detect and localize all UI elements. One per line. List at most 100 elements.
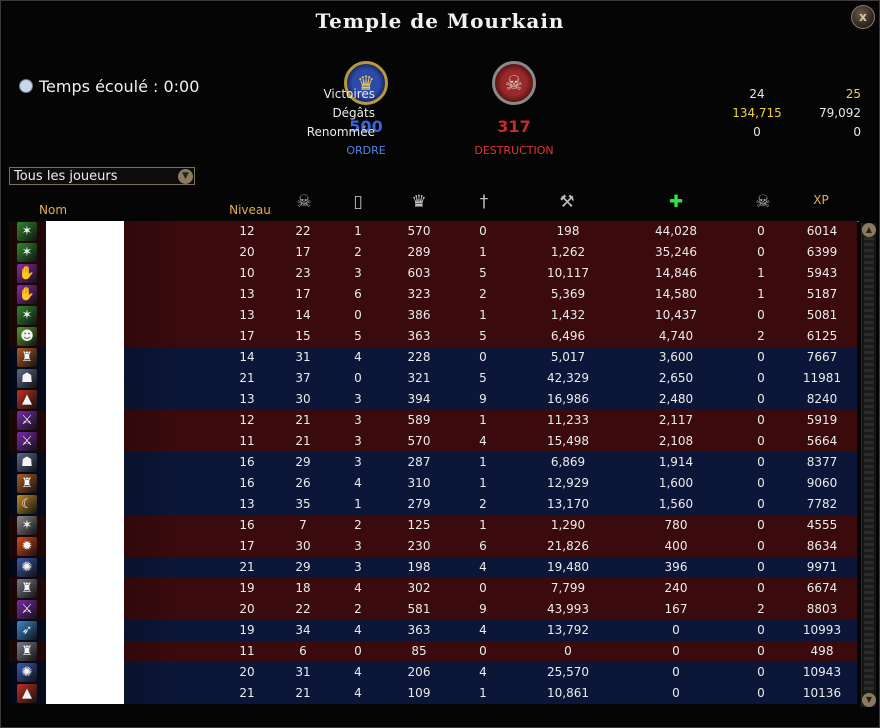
cell-damage: 16,986 (547, 392, 589, 406)
cell-xp: 11981 (802, 371, 842, 385)
hooded-mage-career-icon: ☗ (17, 453, 37, 472)
cell-level: 12 (239, 224, 255, 238)
cell-deaths: 4 (354, 350, 362, 364)
column-xp-header[interactable]: XP (813, 193, 829, 207)
table-row[interactable]: ♜ 11 6 0 85 0 0 0 0 498 (9, 641, 857, 662)
table-row[interactable]: ☗ 16 29 3 287 1 6,869 1,914 0 8377 (9, 452, 857, 473)
cell-kills: 37 (295, 371, 311, 385)
table-row[interactable]: ♜ 19 18 4 302 0 7,799 240 0 6674 (9, 578, 857, 599)
vertical-scrollbar[interactable]: ▲ ▼ (861, 223, 876, 707)
table-row[interactable]: ✶ 12 22 1 570 0 198 44,028 0 6014 (9, 221, 857, 242)
column-level-header[interactable]: Niveau (229, 203, 271, 217)
player-name-redacted (46, 641, 124, 662)
skulls-kills-icon[interactable]: ☠ (296, 192, 312, 212)
cell-deathblows: 1 (479, 308, 487, 322)
cell-deaths: 3 (354, 392, 362, 406)
cell-deaths: 3 (354, 455, 362, 469)
cell-deathblows: 1 (479, 686, 487, 700)
table-row[interactable]: ☾ 13 35 1 279 2 13,170 1,560 0 7782 (9, 494, 857, 515)
player-name-redacted (46, 578, 124, 599)
stat-destruction-value: 79,092 (819, 106, 861, 120)
cell-deaths: 3 (354, 539, 362, 553)
table-row[interactable]: ✋ 10 23 3 603 5 10,117 14,846 1 5943 (9, 263, 857, 284)
player-name-redacted (46, 683, 124, 704)
cell-xp: 5664 (806, 434, 838, 448)
cell-damage: 10,861 (547, 686, 589, 700)
purple-hand-career-icon: ✋ (17, 264, 37, 283)
player-name-redacted (46, 599, 124, 620)
cell-deathblows: 5 (479, 371, 487, 385)
green-cross-healing-icon[interactable]: ✚ (668, 192, 684, 212)
chevron-down-icon[interactable]: ▼ (178, 169, 193, 184)
cell-deathblows: 0 (479, 350, 487, 364)
cell-renown: 570 (407, 434, 431, 448)
table-row[interactable]: ▲ 21 21 4 109 1 10,861 0 0 10136 (9, 683, 857, 704)
tombstone-deaths-icon[interactable]: ▯ (353, 192, 363, 212)
skull-helm-protection-icon[interactable]: ☠ (755, 192, 771, 212)
cell-kills: 17 (295, 287, 311, 301)
table-header: Nom Niveau ☠ ▯ ♛ † ⚒ ✚ ☠ XP (9, 187, 859, 222)
table-row[interactable]: ♜ 16 26 4 310 1 12,929 1,600 0 9060 (9, 473, 857, 494)
cell-damage: 11,233 (547, 413, 589, 427)
table-row[interactable]: ☗ 21 37 0 321 5 42,329 2,650 0 11981 (9, 368, 857, 389)
table-row[interactable]: ⚔ 20 22 2 581 9 43,993 167 2 8803 (9, 599, 857, 620)
cell-healing: 0 (672, 665, 680, 679)
cell-deaths: 4 (354, 581, 362, 595)
purple-blade-career-icon: ⚔ (17, 600, 37, 619)
table-row[interactable]: ✶ 13 14 0 386 1 1,432 10,437 0 5081 (9, 305, 857, 326)
cell-xp: 6399 (806, 245, 838, 259)
cell-renown: 363 (407, 329, 431, 343)
table-row[interactable]: ⚔ 11 21 3 570 4 15,498 2,108 0 5664 (9, 431, 857, 452)
player-name-redacted (46, 410, 124, 431)
cell-deathblows: 2 (479, 287, 487, 301)
table-row[interactable]: ▲ 13 30 3 394 9 16,986 2,480 0 8240 (9, 389, 857, 410)
cell-protection: 2 (757, 329, 765, 343)
player-filter-dropdown[interactable]: Tous les joueurs ▼ (9, 167, 195, 185)
table-row[interactable]: ✶ 20 17 2 289 1 1,262 35,246 0 6399 (9, 242, 857, 263)
cell-protection: 0 (757, 623, 765, 637)
axe-damage-icon[interactable]: ⚒ (559, 192, 575, 212)
stat-label: Victoires (323, 87, 375, 101)
cell-xp: 5943 (806, 266, 838, 280)
table-row[interactable]: ☻ 17 15 5 363 5 6,496 4,740 2 6125 (9, 326, 857, 347)
table-row[interactable]: ✺ 20 31 4 206 4 25,570 0 0 10943 (9, 662, 857, 683)
table-row[interactable]: ✋ 13 17 6 323 2 5,369 14,580 1 5187 (9, 284, 857, 305)
player-name-redacted (46, 326, 124, 347)
cell-deaths: 1 (354, 224, 362, 238)
cell-level: 21 (239, 686, 255, 700)
cell-healing: 35,246 (655, 245, 697, 259)
scrollbar-track[interactable] (864, 237, 874, 693)
table-row[interactable]: ♜ 14 31 4 228 0 5,017 3,600 0 7667 (9, 347, 857, 368)
hooded-mage-career-icon: ☗ (17, 369, 37, 388)
cell-renown: 125 (407, 518, 431, 532)
stat-order-value: 134,715 (732, 106, 782, 120)
scroll-down-icon[interactable]: ▼ (862, 693, 876, 707)
cell-renown: 570 (407, 224, 431, 238)
close-icon[interactable]: x (851, 5, 875, 29)
skull-emblem-icon: ☠ (492, 61, 536, 105)
cell-xp: 9971 (806, 560, 838, 574)
order-realm-panel: ♛ 500 ORDRE (306, 61, 426, 157)
table-row[interactable]: ➶ 19 34 4 363 4 13,792 0 0 10993 (9, 620, 857, 641)
cell-xp: 8634 (806, 539, 838, 553)
table-row[interactable]: ✺ 21 29 3 198 4 19,480 396 0 9971 (9, 557, 857, 578)
table-row[interactable]: ✶ 16 7 2 125 1 1,290 780 0 4555 (9, 515, 857, 536)
cell-renown: 85 (411, 644, 427, 658)
cell-xp: 7782 (806, 497, 838, 511)
crown-renown-icon[interactable]: ♛ (411, 192, 427, 212)
cell-kills: 14 (295, 308, 311, 322)
blue-lion-career-icon: ✺ (17, 663, 37, 682)
cell-renown: 363 (407, 623, 431, 637)
scroll-up-icon[interactable]: ▲ (862, 223, 876, 237)
cell-deathblows: 4 (479, 560, 487, 574)
table-row[interactable]: ✹ 17 30 3 230 6 21,826 400 0 8634 (9, 536, 857, 557)
cell-damage: 10,117 (547, 266, 589, 280)
column-name-header[interactable]: Nom (39, 203, 68, 217)
cell-kills: 30 (295, 392, 311, 406)
cell-level: 20 (239, 665, 255, 679)
table-row[interactable]: ⚔ 12 21 3 589 1 11,233 2,117 0 5919 (9, 410, 857, 431)
cell-healing: 0 (672, 686, 680, 700)
cell-protection: 0 (757, 434, 765, 448)
stat-label: Renommée (306, 125, 375, 139)
dagger-deathblows-icon[interactable]: † (479, 192, 489, 212)
